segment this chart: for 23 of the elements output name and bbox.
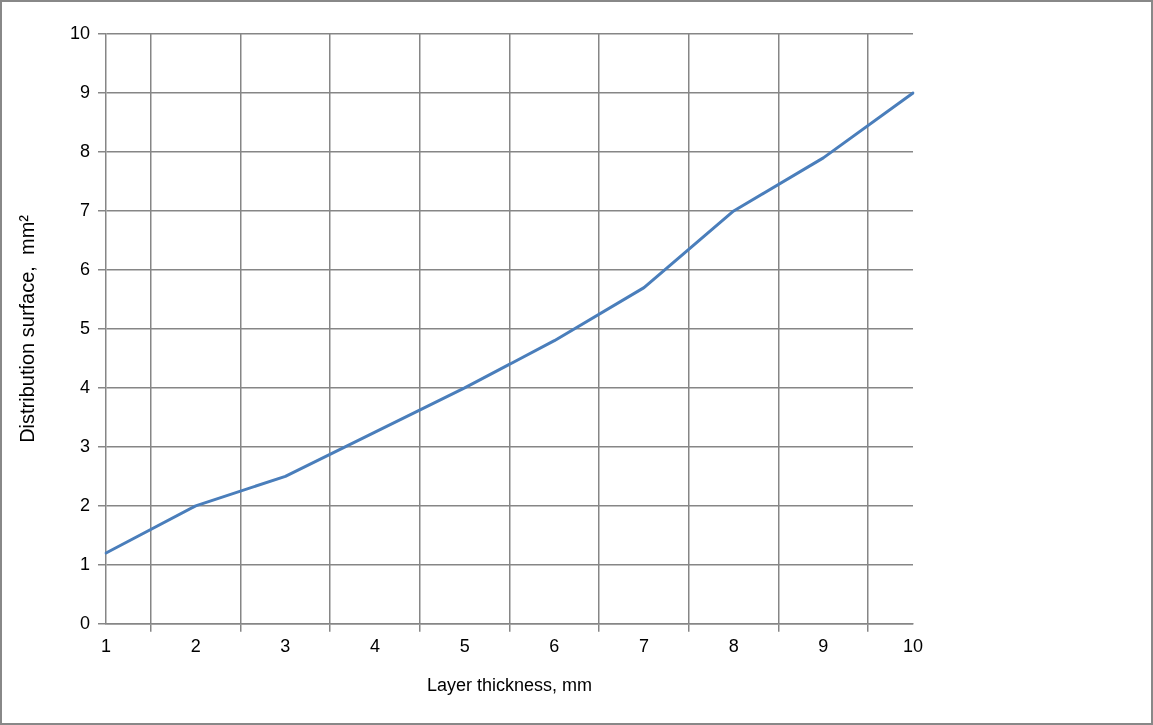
- y-tick-label: 1: [80, 553, 91, 574]
- x-tick-label: 8: [728, 635, 739, 656]
- x-tick-label: 5: [459, 635, 470, 656]
- x-tick-label: 6: [549, 635, 560, 656]
- y-axis-title: Distribution surface, mm²: [15, 214, 38, 443]
- x-tick-label: 1: [101, 635, 112, 656]
- y-tick-label: 6: [80, 258, 91, 279]
- x-tick-label: 4: [370, 635, 381, 656]
- x-axis-title: Layer thickness, mm: [426, 675, 593, 696]
- x-tick-label: 7: [639, 635, 650, 656]
- y-tick-label: 8: [80, 140, 91, 161]
- y-tick-label: 3: [80, 435, 91, 456]
- y-tick-label: 2: [80, 494, 91, 515]
- y-tick-label: 10: [69, 22, 91, 43]
- x-tick-label: 3: [280, 635, 291, 656]
- x-tick-label: 9: [818, 635, 829, 656]
- y-tick-label: 0: [80, 612, 91, 633]
- y-tick-label: 9: [80, 81, 91, 102]
- y-tick-label: 7: [80, 199, 91, 220]
- y-tick-label: 5: [80, 317, 91, 338]
- x-tick-label: 10: [902, 635, 924, 656]
- x-tick-label: 2: [190, 635, 201, 656]
- y-tick-label: 4: [80, 376, 91, 397]
